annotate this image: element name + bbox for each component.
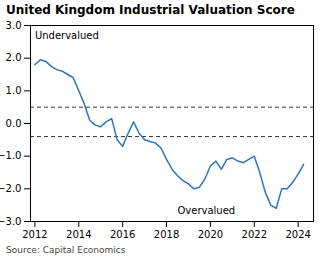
- svg-text:2014: 2014: [66, 229, 91, 240]
- html-text:Source: Capital Economics: Source: Capital Economics: [6, 245, 126, 255]
- svg-text:−1.0: −1.0: [0, 150, 22, 161]
- svg-text:3.0: 3.0: [6, 20, 22, 31]
- svg-text:−2.0: −2.0: [0, 183, 22, 194]
- svg-text:2024: 2024: [285, 229, 310, 240]
- svg-text:Overvalued: Overvalued: [177, 205, 235, 216]
- svg-text:2018: 2018: [154, 229, 179, 240]
- svg-text:2016: 2016: [110, 229, 135, 240]
- svg-text:1.0: 1.0: [6, 85, 22, 96]
- svg-text:2020: 2020: [198, 229, 223, 240]
- html-text:United Kingdom Industrial Valu: United Kingdom Industrial Valuation Scor…: [6, 3, 295, 17]
- svg-text:0.0: 0.0: [6, 118, 22, 129]
- svg-text:−3.0: −3.0: [0, 216, 22, 227]
- svg-text:2012: 2012: [22, 229, 47, 240]
- svg-text:2022: 2022: [242, 229, 267, 240]
- svg-text:2.0: 2.0: [6, 52, 22, 63]
- svg-text:Undervalued: Undervalued: [35, 30, 99, 41]
